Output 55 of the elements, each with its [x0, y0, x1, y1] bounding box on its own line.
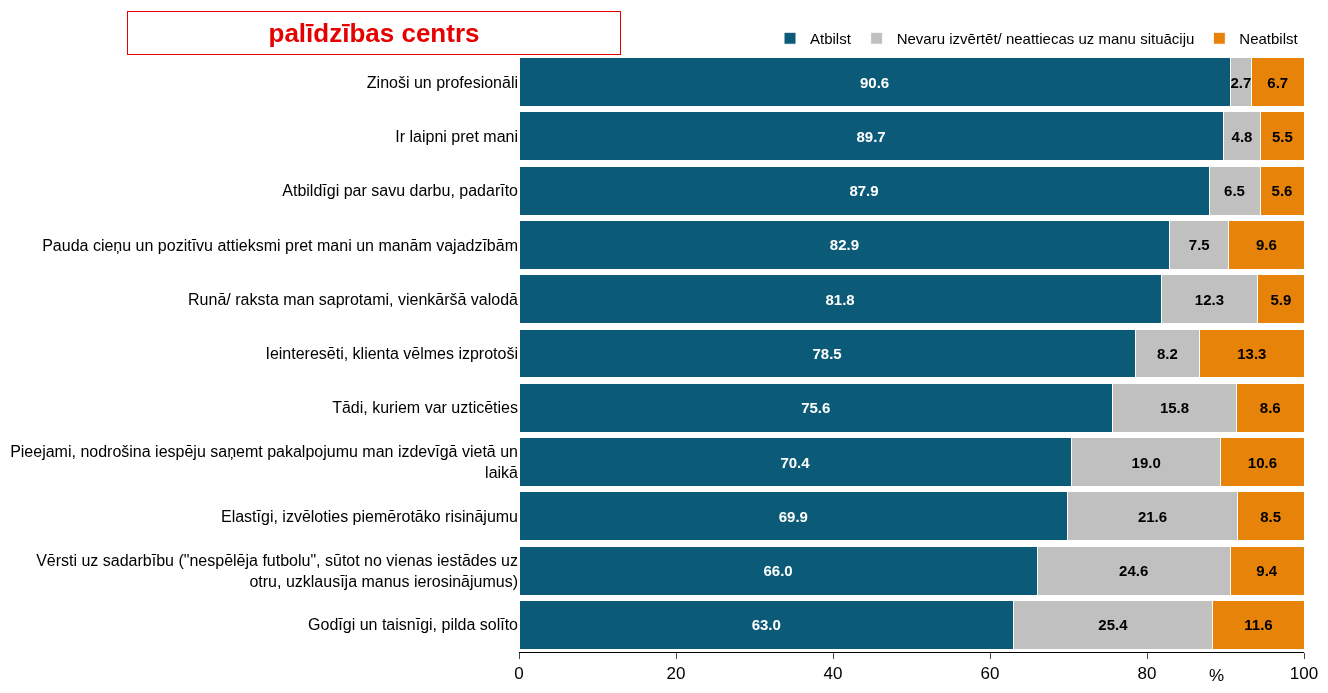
data-label: 8.2	[1156, 345, 1178, 362]
data-label: 5.9	[1270, 290, 1292, 308]
y-tick-label: Pauda cieņu un pozitīvu attieksmi pret mani un manām vajadzībām	[42, 236, 518, 254]
data-label: 5.5	[1271, 127, 1293, 145]
x-tick-label: 100	[1289, 664, 1319, 684]
y-tick-label: Runā/ raksta man saprotami, vienkāršā valodā	[188, 290, 519, 308]
data-label: 12.3	[1194, 290, 1225, 308]
chart-title: palīdzības centrs	[268, 18, 480, 48]
data-label: 89.7	[856, 127, 886, 145]
data-label: 11.6	[1244, 616, 1273, 634]
x-tick-label: 40	[823, 664, 843, 684]
data-label: 13.3	[1237, 345, 1267, 362]
data-label: 4.8	[1231, 127, 1253, 145]
y-tick-label: Tādi, kuriem var uzticēties	[332, 399, 518, 417]
data-label: 81.8	[825, 290, 855, 308]
data-label: 9.6	[1255, 236, 1277, 254]
x-axis-title: %	[1209, 666, 1225, 685]
data-label: 25.4	[1098, 616, 1129, 634]
y-tick-label: Zinoši un profesionāli	[366, 73, 518, 91]
data-label: 75.6	[801, 399, 831, 417]
data-label: 6.5	[1224, 182, 1245, 200]
data-label: 6.7	[1267, 73, 1289, 91]
data-label: 63.0	[751, 616, 781, 634]
y-tick-label: Pieejami, nodrošina iespēju saņemt pakalpojumu man izdevīgā vietā un laikā	[10, 443, 519, 482]
data-label: 78.5	[812, 345, 842, 362]
data-label: 82.9	[829, 236, 859, 254]
x-tick-label: 20	[666, 664, 686, 684]
y-tick-label: Ieinteresēti, klienta vēlmes izprotoši	[265, 345, 518, 363]
y-tick-label: Elastīgi, izvēloties piemērotāko risinājumu	[220, 507, 518, 525]
legend-label: Neatbilst	[1239, 30, 1299, 48]
data-label: 10.6	[1247, 453, 1277, 471]
legend-label: Atbilst	[810, 30, 852, 48]
data-label: 15.8	[1159, 399, 1190, 417]
legend-label: Nevaru izvērtēt/ neattiecas uz manu situāciju	[896, 30, 1195, 48]
data-label: 24.6	[1119, 562, 1149, 580]
data-label: 7.5	[1188, 236, 1210, 254]
x-tick-label: 60	[980, 664, 1000, 684]
data-label: 19.0	[1131, 453, 1161, 471]
data-label: 87.9	[849, 182, 879, 200]
data-label: 8.6	[1259, 399, 1281, 417]
data-label: 90.6	[860, 73, 890, 91]
data-label: 66.0	[763, 562, 793, 580]
data-label: 69.9	[778, 507, 808, 525]
y-tick-label: Vērsti uz sadarbību ("nespēlēja futbolu", sūtot no vienas iestādes uz otru, uzklausīja manus ierosinājumus)	[36, 551, 518, 590]
y-tick-label: Ir laipni pret mani	[395, 128, 518, 146]
x-tick-label: 0	[514, 664, 524, 684]
data-label: 8.5	[1260, 507, 1282, 525]
y-tick-label: Godīgi un taisnīgi, pilda solīto	[308, 616, 519, 634]
x-tick-label: 80	[1137, 664, 1157, 684]
data-label: 5.6	[1271, 182, 1293, 200]
data-label: 2.7	[1230, 73, 1252, 91]
data-label: 70.4	[780, 453, 811, 471]
data-label: 21.6	[1137, 507, 1168, 525]
y-tick-label: Atbildīgi par savu darbu, padarīto	[282, 182, 519, 200]
data-label: 9.4	[1256, 562, 1278, 580]
